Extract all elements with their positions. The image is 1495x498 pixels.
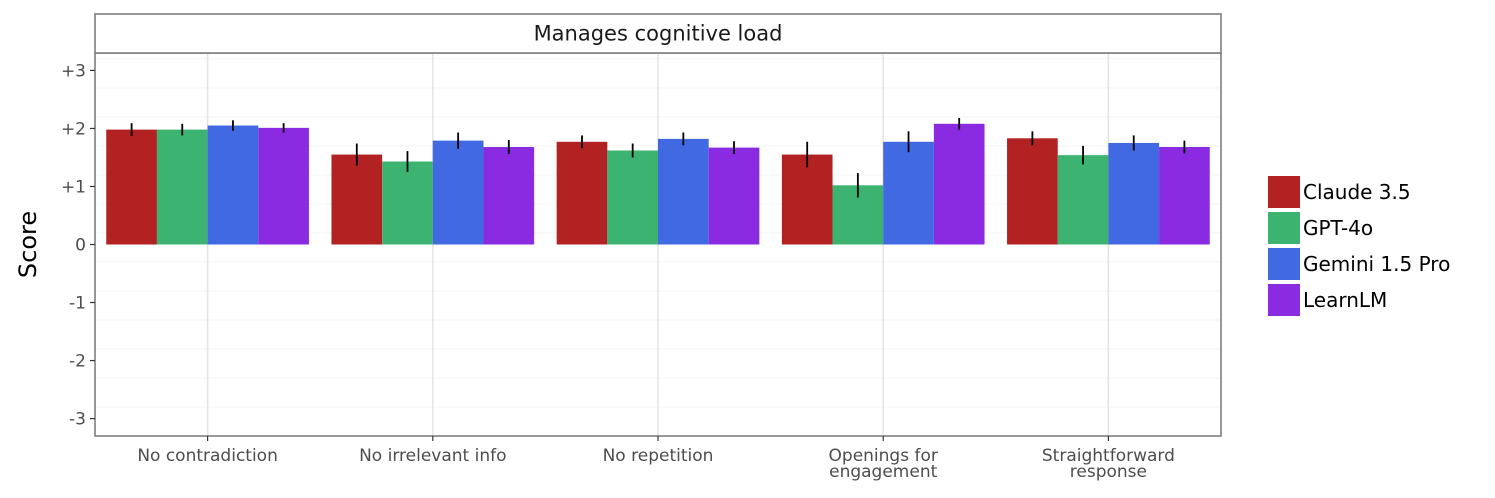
legend-label: Claude 3.5 bbox=[1303, 180, 1411, 204]
x-tick-label: Openings for engagement bbox=[829, 446, 938, 482]
bar bbox=[1007, 138, 1058, 245]
legend-label: GPT-4o bbox=[1303, 216, 1373, 240]
legend-label: LearnLM bbox=[1303, 288, 1387, 312]
legend-key bbox=[1268, 212, 1300, 244]
x-tick-label-line: No contradiction bbox=[137, 446, 278, 466]
panel-strip-box bbox=[94, 13, 1222, 54]
bar bbox=[331, 154, 383, 245]
x-axis-ticks: No contradiction No irrelevant info No rep… bbox=[137, 436, 1175, 482]
bar bbox=[1108, 142, 1160, 245]
bar bbox=[556, 141, 608, 245]
x-tick-label-line: response bbox=[1070, 462, 1147, 482]
legend-key bbox=[1268, 176, 1300, 208]
bar bbox=[607, 150, 658, 245]
bar bbox=[207, 125, 259, 245]
x-tick-label-line: Openings for bbox=[829, 446, 938, 466]
bar bbox=[483, 147, 535, 245]
y-tick-label: +2 bbox=[61, 119, 86, 139]
legend-key bbox=[1268, 284, 1300, 316]
y-axis-ticks: +3 +2 +1 0 -1 -2 -3 bbox=[61, 61, 95, 430]
bar bbox=[432, 140, 484, 245]
y-tick-label: -3 bbox=[69, 410, 86, 430]
bar bbox=[708, 147, 760, 245]
legend: Claude 3.5 GPT-4o Gemini 1.5 Pro LearnLM bbox=[1268, 176, 1450, 316]
bar bbox=[883, 141, 934, 245]
x-tick-label-line: Straightforward bbox=[1042, 446, 1175, 466]
bar bbox=[1057, 155, 1109, 245]
x-tick-label-line: No repetition bbox=[603, 446, 714, 466]
bar bbox=[382, 161, 433, 245]
panel-strip: Manages cognitive load bbox=[94, 13, 1222, 54]
bar bbox=[658, 138, 709, 245]
bar bbox=[933, 123, 985, 245]
y-axis-title: Score bbox=[14, 211, 42, 278]
x-tick-label: No irrelevant info bbox=[359, 446, 506, 466]
x-tick-label-line: engagement bbox=[829, 462, 937, 482]
x-tick-label-line: No irrelevant info bbox=[359, 446, 506, 466]
y-tick-label: -2 bbox=[69, 352, 86, 372]
bar bbox=[781, 154, 833, 245]
panel-title: Manages cognitive load bbox=[534, 22, 783, 46]
bars bbox=[106, 123, 1210, 245]
y-tick-label: -1 bbox=[69, 294, 86, 314]
legend-key bbox=[1268, 248, 1300, 280]
y-tick-label: +3 bbox=[61, 61, 86, 81]
bar bbox=[258, 127, 309, 245]
y-tick-label: 0 bbox=[75, 236, 86, 256]
legend-label: Gemini 1.5 Pro bbox=[1303, 252, 1450, 276]
bar bbox=[106, 129, 157, 245]
bar bbox=[1159, 147, 1210, 245]
error-bars bbox=[130, 117, 1186, 198]
x-tick-label: No repetition bbox=[603, 446, 714, 466]
y-tick-label: +1 bbox=[61, 177, 86, 197]
x-tick-label: No contradiction bbox=[137, 446, 278, 466]
x-tick-label: Straightforward response bbox=[1042, 446, 1175, 482]
bar bbox=[156, 129, 208, 245]
